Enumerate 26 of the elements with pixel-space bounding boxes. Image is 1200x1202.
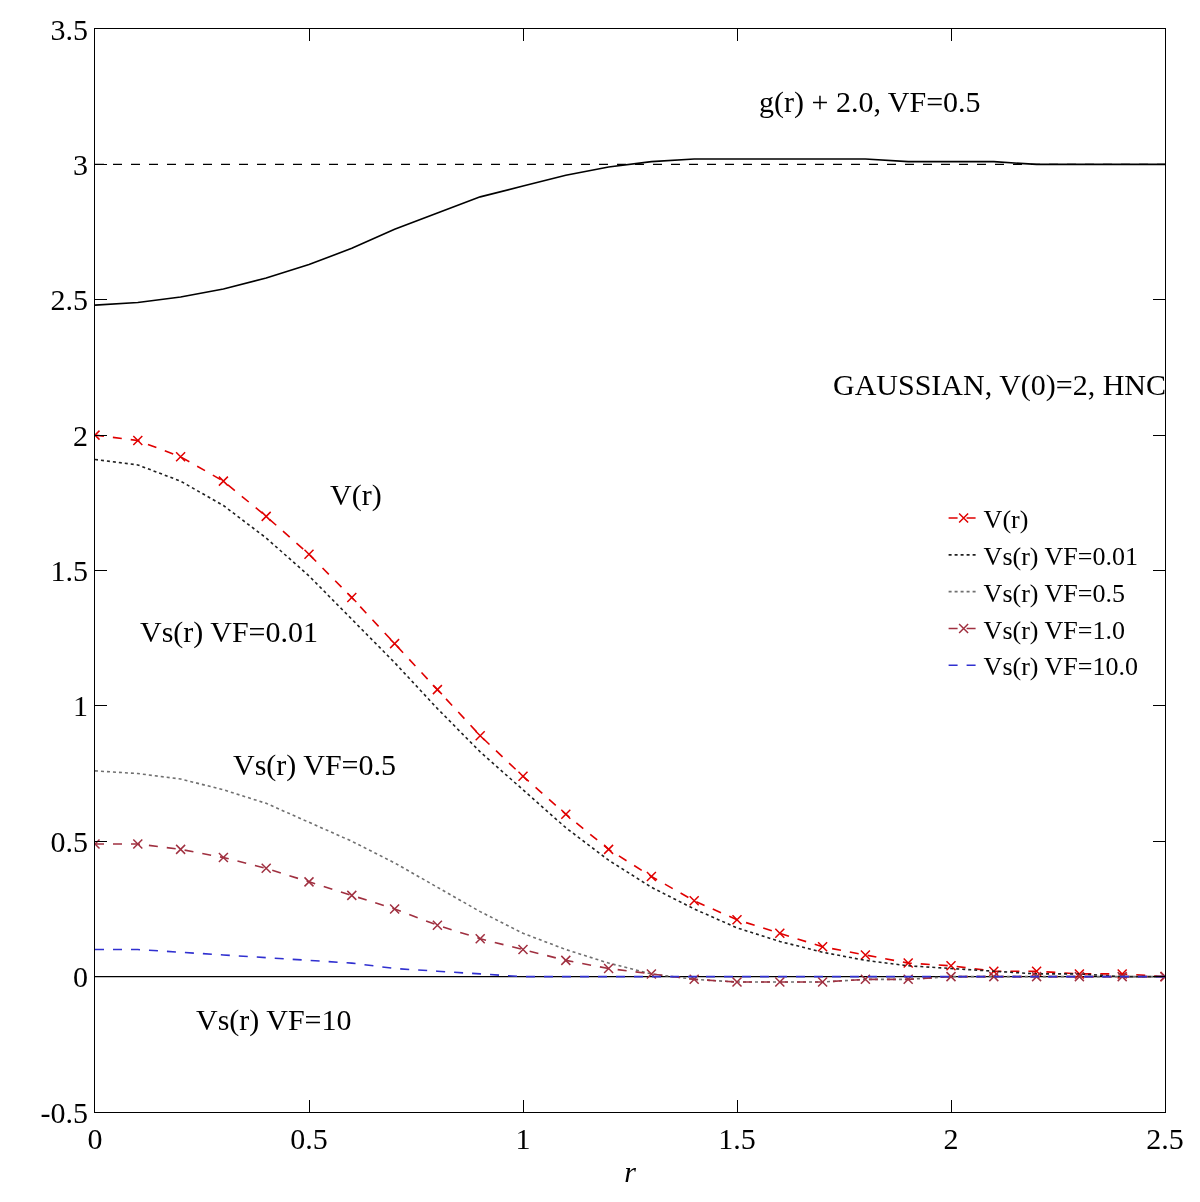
annotation: Vs(r) VF=10 xyxy=(196,1003,352,1037)
y-tick-label: 2 xyxy=(72,418,88,452)
annotation: Vs(r) VF=0.01 xyxy=(140,615,319,649)
y-tick-label: 0 xyxy=(72,960,88,994)
annotation: g(r) + 2.0, VF=0.5 xyxy=(759,85,981,119)
legend-label: Vs(r) VF=1.0 xyxy=(983,615,1125,645)
y-tick-label: 3.5 xyxy=(50,12,88,46)
legend-label: Vs(r) VF=10.0 xyxy=(983,652,1138,682)
y-tick-label: 1 xyxy=(72,689,88,723)
annotation: Vs(r) VF=0.5 xyxy=(233,748,397,782)
y-tick-label: 3 xyxy=(72,147,88,181)
y-tick-label: 2.5 xyxy=(50,283,88,317)
annotation: V(r) xyxy=(330,478,382,512)
x-tick-label: 1.5 xyxy=(718,1122,756,1156)
annotation: GAUSSIAN, V(0)=2, HNC xyxy=(833,368,1167,402)
x-tick-label: 0.5 xyxy=(290,1122,328,1156)
y-tick-label: -0.5 xyxy=(40,1095,88,1129)
y-tick-label: 0.5 xyxy=(50,824,88,858)
x-tick-label: 2.5 xyxy=(1146,1122,1184,1156)
x-tick-label: 1 xyxy=(515,1122,531,1156)
legend-label: Vs(r) VF=0.01 xyxy=(983,542,1138,571)
legend-label: V(r) xyxy=(983,505,1029,535)
y-tick-label: 1.5 xyxy=(50,554,88,587)
legend-label: Vs(r) VF=0.5 xyxy=(983,578,1125,608)
x-tick-label: 2 xyxy=(943,1122,959,1156)
x-axis-title: r xyxy=(624,1154,637,1188)
